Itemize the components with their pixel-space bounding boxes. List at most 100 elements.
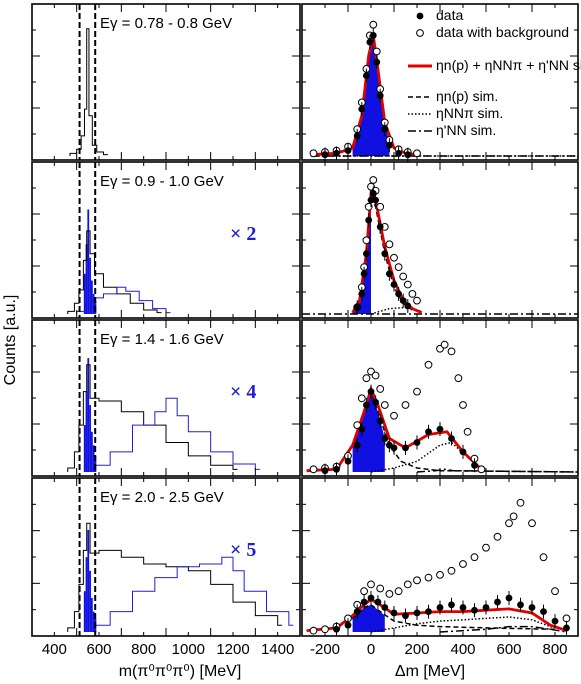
filled-bin [87,358,90,472]
data-point [358,105,366,113]
eta-filled-area [352,391,385,472]
data-point [402,444,409,452]
energy-annotation: Eγ = 1.4 - 1.6 GeV [100,331,224,348]
data-point [436,604,444,611]
scale-multiplier: × 4 [230,381,256,403]
data-point [482,604,490,611]
legend-symbol [416,12,424,20]
data-point [365,216,373,224]
energy-annotation: Eγ = 2.0 - 2.5 GeV [100,489,224,506]
left-2-ticks [32,162,300,318]
left-2: Eγ = 0.9 - 1.0 GeV × 2 [31,161,301,319]
data-with-background-point [362,374,371,383]
filled-bin [83,273,86,314]
y-axis-label: Counts [a.u.] [2,295,19,386]
data-point [390,444,398,452]
scale-multiplier: × 5 [230,539,256,561]
data-point [390,281,398,288]
x-tick-label: 0 [367,641,375,658]
data-with-background-point [390,253,398,262]
data-point [448,435,455,442]
data-with-background-point [436,570,444,579]
etaprime-sim-line [416,468,579,473]
data-with-background-point [403,280,412,289]
data-point [358,425,366,433]
data-point [381,604,389,611]
left-1: Eγ = 0.78 - 0.8 GeV [31,3,301,161]
data-with-background-point [413,296,421,305]
x-tick-label: 800 [542,641,567,658]
data-with-background-point [390,411,398,420]
data-with-background-point [528,519,536,528]
legend-label: data [436,7,463,23]
data-point [376,417,384,425]
data-with-background-point [447,566,456,575]
data-point [436,425,444,433]
data-with-background-point [376,584,385,593]
filled-bin [92,611,95,632]
data-with-background-point [551,587,559,596]
data-point [381,125,389,133]
data-with-background-point [413,387,421,396]
right-2-ticks [302,162,578,318]
data-with-background-point [376,202,385,211]
data-with-background-point [385,240,394,249]
data-with-background-point [321,625,329,634]
data-with-background-point [463,427,472,436]
data-point [321,467,329,475]
data-point [367,594,375,602]
data-with-background-point [309,465,318,474]
filled-bin [92,293,95,314]
data-point [386,141,393,149]
total-sim-line [306,384,483,473]
data-with-background-point [362,236,371,245]
x-tick-label: 400 [450,641,475,658]
right-3 [301,319,579,478]
filled-bin [89,405,91,472]
data-point [360,598,368,606]
filled-bin [89,570,91,632]
x-tick-label: -200 [310,641,340,658]
data-with-background-point [371,371,380,380]
data-point [321,151,329,159]
data-point [517,601,524,609]
data-with-background-point [447,347,456,356]
data-point [372,196,379,204]
data-point [413,439,421,446]
data-point [505,594,513,602]
black-histogram [67,522,283,632]
x-tick-label: 800 [131,641,156,658]
data-point [358,290,366,298]
legend-entry: ηn(p) sim. [408,88,498,104]
data-point [369,190,377,197]
data-with-background-point [309,626,318,635]
scale-multiplier: × 2 [230,223,256,245]
data-point [386,270,393,278]
legend-entry: ηn(p) + ηNNπ + η'NN sim. [408,57,581,73]
data-point [395,290,402,298]
data-point [448,601,455,609]
legend-entry: data [416,7,463,23]
data-with-background-point [516,498,525,507]
data-point [353,303,361,311]
filled-bin [85,244,88,314]
left-1-frame [31,3,301,161]
data-point [333,625,340,633]
data-point [390,609,398,617]
data-point [376,223,384,231]
data-point [404,302,412,310]
data-with-background-point [357,394,366,403]
data-with-background-point [493,532,502,541]
data-point [373,58,381,66]
data-point [413,609,421,617]
data-point [360,270,368,278]
left-3-ticks [32,320,300,476]
x-tick-label: 1000 [172,641,205,658]
eta-filled-area [352,196,371,314]
legend-label: ηn(p) + ηNNπ + η'NN sim. [436,57,581,73]
data-point [363,72,370,79]
data-point [528,604,536,611]
filled-bin [89,257,91,314]
data-point [540,608,547,615]
data-with-background-point [505,519,513,528]
